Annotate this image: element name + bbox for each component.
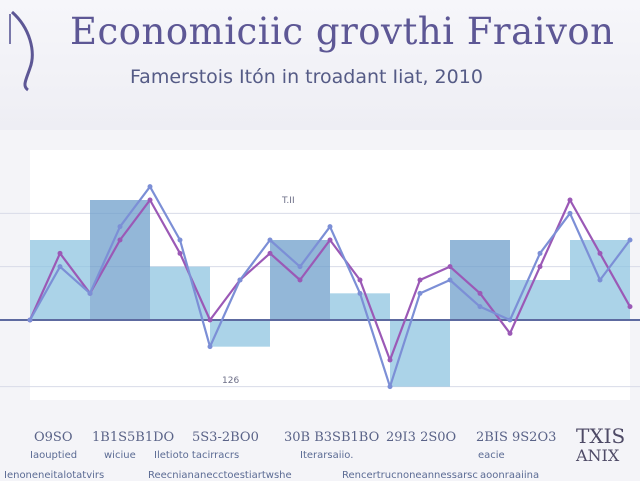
bar [390,320,450,387]
data-point [417,277,423,283]
data-point [477,290,483,296]
corner-label-bottom: ANIX [576,446,620,465]
x-note: eacie [478,450,505,461]
data-point [27,317,33,323]
data-point [207,344,213,350]
data-point [597,277,603,283]
data-point [147,184,153,190]
x-note: Iterarsaiio. [300,450,354,461]
data-point [477,304,483,310]
x-note: Ienoneneitalotatvirs [4,470,105,481]
data-point [297,264,303,270]
x-note: Reecniananecctoestiartwshe [148,470,292,481]
x-note: wiciue [104,450,136,461]
data-point [507,330,513,336]
data-point [87,290,93,296]
data-point [627,304,633,310]
bar [90,200,150,320]
chart-title: Economiciic grovthi Fraivon [70,10,615,53]
bar [330,293,390,320]
data-point [117,237,123,243]
chart-subtitle: Famerstois Itón in troadant Iiat, 2010 [130,66,483,88]
data-point [177,250,183,256]
data-point [237,277,243,283]
data-point [567,197,573,203]
data-point [387,384,393,390]
data-point [267,250,273,256]
x-tick-label: O9SO [34,430,73,445]
data-point [117,224,123,230]
data-point [57,250,63,256]
data-point [537,250,543,256]
data-point [417,290,423,296]
corner-label-top: TXIS [576,424,626,448]
data-point [627,237,633,243]
x-note: aoonraaiina [480,470,540,481]
data-point [147,197,153,203]
x-tick-label: 1B1S5B1DO [92,430,175,445]
data-point [57,264,63,270]
header-band [0,0,640,130]
data-point [207,317,213,323]
data-point [567,210,573,216]
data-point [357,290,363,296]
x-tick-label: 2BIS 9S2O3 [476,430,557,445]
data-point [597,250,603,256]
x-tick-label: 29I3 2S0O [386,430,457,445]
data-point [447,277,453,283]
data-point [327,237,333,243]
data-point [297,277,303,283]
data-point [507,317,513,323]
x-tick-label: 5S3-2BO0 [192,430,259,445]
data-point [447,264,453,270]
data-point [357,277,363,283]
x-note: Iletioto tacirracrs [154,450,240,461]
chart-plot [0,150,640,400]
data-point [327,224,333,230]
x-note: Iaouptied [30,450,78,461]
data-point [387,357,393,363]
data-point [537,264,543,270]
annotation-label: T.II [282,196,295,206]
annotation-label: 126 [222,376,240,386]
x-note: Rencertrucnoneannessarsc [342,470,478,481]
data-point [267,237,273,243]
x-tick-label: 30B B3SB1BO [284,430,380,445]
logo-icon [9,10,34,92]
data-point [177,237,183,243]
